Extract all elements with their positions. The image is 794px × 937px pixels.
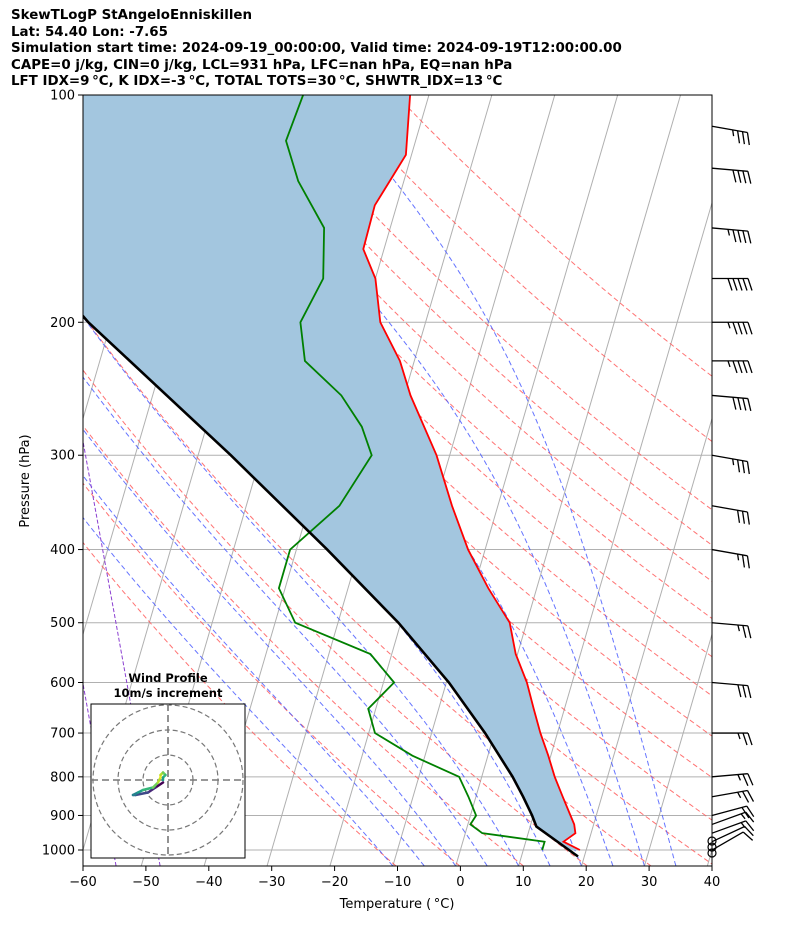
title-station: SkewTLogP StAngeloEnniskillen — [11, 8, 253, 23]
moist-adiabat — [325, 95, 677, 866]
wind-barb — [711, 227, 752, 244]
title-stability-indices: LFT IDX=9 °C, K IDX=-3 °C, TOTAL TOTS=30… — [11, 74, 503, 89]
wind-barb — [711, 622, 752, 639]
dry-adiabat — [330, 95, 712, 443]
x-axis-label: Temperature ( °C) — [339, 897, 455, 912]
y-axis-label: Pressure (hPa) — [18, 434, 33, 527]
profile-curves — [83, 95, 581, 858]
x-tick-label: −20 — [321, 875, 348, 890]
x-tick-label: −50 — [132, 875, 159, 890]
isotherm-line — [706, 848, 712, 866]
isotherm-line — [518, 201, 712, 866]
moist-adiabat — [202, 95, 645, 866]
dry-adiabat — [83, 369, 588, 866]
y-tick-label: 900 — [50, 809, 75, 824]
dry-adiabat — [83, 315, 652, 866]
y-tick-label: 700 — [50, 727, 75, 742]
moist-adiabat — [83, 516, 394, 866]
wind-barb — [712, 360, 753, 374]
y-tick-label: 500 — [50, 616, 75, 631]
dry-adiabat — [102, 95, 712, 697]
isotherm-line — [643, 632, 712, 866]
y-tick-label: 600 — [50, 676, 75, 691]
hodograph-segment — [141, 786, 155, 792]
parcel-profile-line — [83, 314, 579, 858]
wind-barb — [711, 167, 752, 184]
axes: −60 −50 −40 −30 −20 −10 0 10 20 30 40 1000 900 800 700… — [42, 89, 720, 891]
dry-adiabat — [232, 95, 712, 546]
hodograph-segment — [146, 786, 157, 794]
dry-adiabat — [83, 161, 712, 779]
wind-barb — [711, 505, 750, 525]
x-tick-label: −60 — [69, 875, 96, 890]
title-convective-params: CAPE=0 j/kg, CIN=0 j/kg, LCL=931 hPa, LF… — [11, 57, 513, 73]
dry-adiabat — [83, 541, 397, 866]
wind-barb — [711, 394, 752, 412]
mixing-ratio-line — [83, 438, 161, 866]
calm-wind-circle — [707, 842, 717, 852]
x-tick-label: −30 — [258, 875, 285, 890]
dry-adiabat — [395, 95, 712, 377]
calm-wind-circle — [707, 836, 717, 846]
hodograph-segment — [154, 781, 165, 789]
x-tick-label: −40 — [195, 875, 222, 890]
wind-barb — [711, 831, 754, 851]
title-times: Simulation start time: 2024-09-19_00:00:… — [11, 41, 622, 56]
x-tick-label: 10 — [515, 875, 532, 890]
isotherm-line — [392, 95, 619, 866]
wind-barb — [712, 277, 753, 291]
wind-barb — [711, 454, 750, 475]
wind-barb — [711, 681, 752, 699]
chart-title: SkewTLogP StAngeloEnniskillen Lat: 54.40… — [11, 8, 622, 91]
isotherm-line — [455, 95, 682, 866]
wind-barb — [711, 773, 754, 786]
x-tick-label: 20 — [578, 875, 595, 890]
wind-barb — [712, 732, 753, 746]
wind-barb — [711, 548, 750, 569]
x-tick-label: 40 — [704, 875, 721, 890]
dewpoint-line — [277, 95, 546, 851]
y-tick-label: 400 — [50, 543, 75, 558]
moist-adiabat — [83, 474, 425, 866]
dry-adiabat — [167, 95, 712, 620]
x-tick-label: 0 — [456, 875, 464, 890]
hodograph-segment — [134, 791, 150, 797]
wind-barb — [711, 789, 755, 803]
title-location: Lat: 54.40 Lon: -7.65 — [11, 24, 168, 40]
wind-barb — [711, 820, 755, 834]
dry-adiabat — [200, 95, 712, 583]
calm-wind-circle — [707, 848, 717, 858]
x-tick-label: −10 — [384, 875, 411, 890]
moist-adiabat — [109, 95, 614, 866]
hodograph-subtitle: 10m/s increment — [114, 686, 223, 700]
dry-adiabat — [83, 425, 524, 866]
dry-adiabat — [83, 482, 461, 866]
wind-barb — [711, 805, 755, 819]
wind-barb — [711, 825, 754, 843]
moist-adiabat — [83, 244, 551, 866]
moist-adiabat — [83, 428, 457, 866]
y-tick-label: 200 — [50, 316, 75, 331]
wind-barb — [711, 125, 750, 146]
moist-adiabat — [83, 376, 488, 866]
temperature-line — [362, 95, 581, 851]
y-tick-label: 1000 — [42, 844, 75, 859]
cin-shading — [83, 95, 580, 850]
isotherm-line — [581, 416, 712, 866]
x-tick-label: 30 — [641, 875, 658, 890]
hodograph-title: Wind Profile — [128, 671, 208, 685]
y-tick-label: 100 — [50, 89, 75, 104]
wind-barb — [712, 321, 753, 335]
y-tick-label: 800 — [50, 770, 75, 785]
wind-barbs — [707, 125, 755, 858]
wind-barb — [711, 811, 755, 826]
y-tick-label: 300 — [50, 449, 75, 464]
